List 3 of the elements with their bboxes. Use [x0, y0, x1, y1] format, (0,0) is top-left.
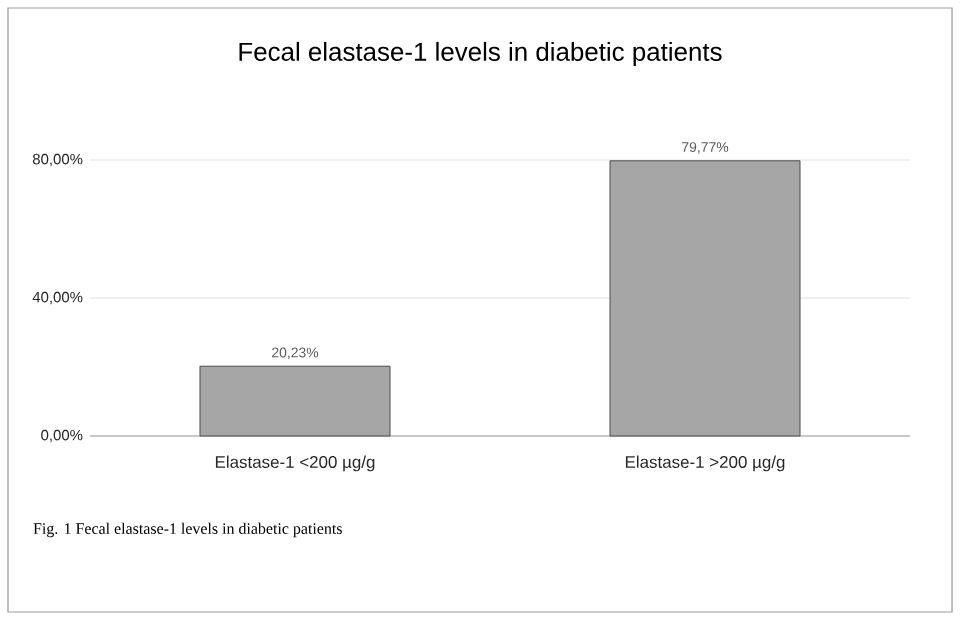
- chart-title: Fecal elastase-1 levels in diabetic patients: [239, 41, 722, 67]
- x-tick-label: Elastase-1 >200 µg/g: [625, 455, 785, 472]
- x-tick-label: Elastase-1 <200 µg/g: [215, 455, 375, 472]
